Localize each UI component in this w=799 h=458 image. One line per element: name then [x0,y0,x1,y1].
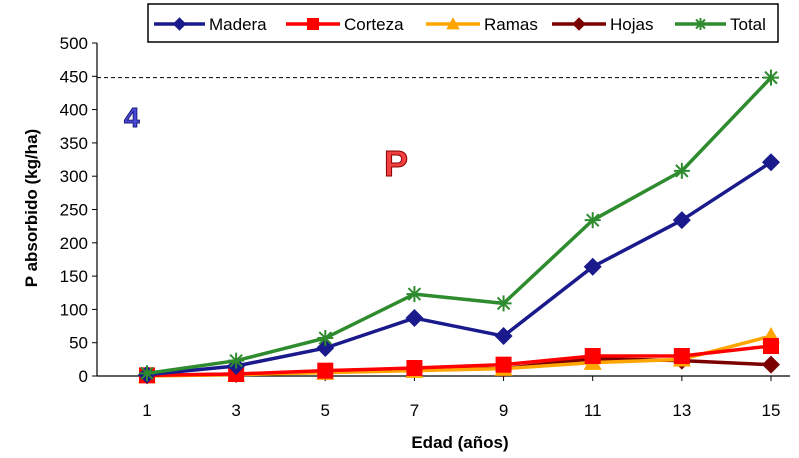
y-tick-label: 250 [60,201,88,220]
data-point [584,212,601,229]
data-point [406,360,423,377]
star-stroke [695,18,706,30]
star-stroke [140,366,154,381]
legend-item-corteza: Corteza [286,15,404,34]
legend-item-total: Total [675,15,766,34]
x-tick-label: 3 [231,401,240,420]
y-tick-label: 300 [60,167,88,186]
data-point [406,286,423,303]
legend-label: Ramas [484,15,538,34]
data-point [494,327,513,346]
x-tick-label: 13 [672,401,691,420]
legend-item-hojas: Hojas [552,15,653,34]
x-tick-label: 7 [410,401,419,420]
x-tick-label: 5 [321,401,330,420]
data-point [673,162,690,179]
y-tick-label: 100 [60,300,88,319]
series-madera [138,153,780,384]
legend-item-madera: Madera [154,15,267,34]
x-tick-label: 9 [499,401,508,420]
data-point [228,352,245,369]
data-point [495,356,512,373]
star-stroke [586,213,600,227]
data-point [762,153,780,172]
y-tick-label: 0 [79,367,88,386]
annotation-number: 4 [124,102,140,133]
legend: Madera Corteza Ramas Hojas Total [147,3,779,43]
y-tick-label: 50 [69,334,88,353]
series-line [146,344,772,378]
legend-label: Madera [209,15,267,34]
data-point [584,348,601,365]
legend-label: Hojas [610,15,653,34]
data-point [583,257,602,276]
y-tick-label: 150 [60,267,88,286]
series-total [139,69,779,382]
star-stroke [675,164,689,178]
star-stroke [229,353,243,368]
data-point [572,17,586,31]
data-point [317,362,334,379]
y-tick-label: 350 [60,134,88,153]
star-stroke [318,331,332,345]
data-point [763,69,779,86]
annotation-letter: P [384,143,408,184]
data-point [139,365,155,382]
series-group [138,69,780,385]
data-point [763,338,779,355]
x-tick-label: 11 [584,401,602,420]
y-axis-title: P absorbido (kg/ha) [22,129,41,287]
data-point [446,17,460,30]
x-tick-label: 1 [142,401,151,420]
data-point [762,355,780,374]
y-tick-label: 450 [60,67,88,86]
series-line [146,160,772,377]
data-point [672,211,691,230]
data-point [495,295,512,312]
star-stroke [496,296,511,311]
x-tick-label: 15 [762,401,781,420]
data-point [317,330,334,347]
legend-item-ramas: Ramas [426,15,538,34]
data-point [172,17,187,31]
x-axis-title: Edad (años) [411,433,508,452]
y-tick-label: 200 [60,234,88,253]
star-stroke [764,70,778,85]
data-point [307,18,319,30]
data-point [673,348,690,365]
y-tick-label: 500 [60,34,88,53]
star-stroke [407,287,422,301]
legend-label: Total [730,15,766,34]
legend-label: Corteza [344,15,404,34]
data-point [405,309,424,328]
y-tick-label: 400 [60,101,88,120]
series-line [146,76,773,376]
data-point [694,18,707,30]
